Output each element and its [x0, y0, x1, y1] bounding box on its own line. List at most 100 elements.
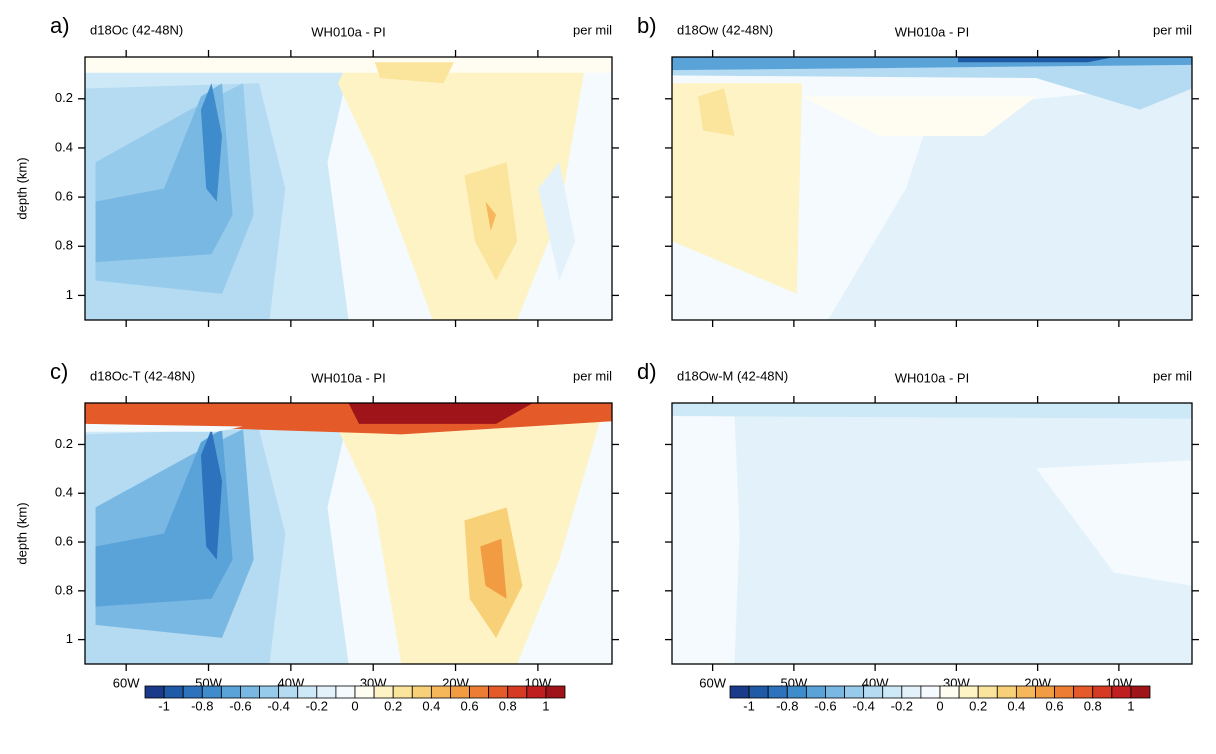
- colorbar-box: [545, 685, 566, 699]
- colorbar-tick-label: -0.4: [267, 698, 289, 713]
- contour-region: [672, 83, 802, 294]
- colorbar-box: [863, 685, 884, 699]
- colorbar-box: [240, 685, 260, 699]
- colorbar-box: [182, 685, 203, 699]
- panel-title-left: d18Ow (42-48N): [677, 22, 773, 37]
- y-tick-label: 0.4: [55, 485, 73, 500]
- contour-region: [200, 429, 223, 560]
- colorbar-box: [1130, 685, 1151, 699]
- panel-frame: [84, 402, 613, 665]
- colorbar: -1 -0.8 -0.6 -0.4 -0.2 0 0.2 0.4 0.6 0.8 1: [144, 685, 566, 713]
- colorbar-box: [825, 685, 845, 699]
- panel: 0.2 0.4 0.6 0.8 1 depth (km) a) d18Oc (42-48N) W…: [14, 13, 619, 327]
- panel-frame: [671, 56, 1193, 321]
- contour-region: [348, 403, 533, 424]
- y-tick-label: 0.8: [55, 582, 73, 597]
- colorbar-box: [1092, 685, 1113, 699]
- colorbar-tick-label: 0: [351, 698, 358, 713]
- colorbar-box: [748, 685, 769, 699]
- colorbar-box: [297, 685, 318, 699]
- colorbar-box: [259, 685, 280, 699]
- contour-region: [337, 62, 586, 320]
- colorbar-tick-label: 0: [936, 698, 943, 713]
- colorbar-tick-label: -0.8: [191, 698, 213, 713]
- colorbar-tick-label: 0.8: [499, 698, 517, 713]
- colorbar-tick-label: 0.6: [1046, 698, 1064, 713]
- colorbar-tick-label: 0.2: [384, 698, 402, 713]
- contour-region: [538, 162, 576, 281]
- x-tick-label: 60W: [113, 675, 140, 690]
- panel-label: b): [637, 13, 657, 38]
- colorbar-box: [939, 685, 960, 699]
- y-tick-label: 0.6: [55, 533, 73, 548]
- colorbar-tick-label: -0.6: [229, 698, 251, 713]
- colorbar-box: [901, 685, 922, 699]
- panel-title-left: d18Oc (42-48N): [90, 22, 183, 37]
- colorbar-box: [786, 685, 807, 699]
- colorbar-box: [335, 685, 356, 699]
- colorbar-box: [507, 685, 528, 699]
- colorbar-box: [805, 685, 826, 699]
- colorbar-box: [729, 685, 750, 699]
- colorbar-tick-label: 0.2: [969, 698, 987, 713]
- colorbar-tick-label: -1: [743, 698, 755, 713]
- panel-title-right: per mil: [573, 22, 612, 37]
- colorbar-box: [767, 685, 788, 699]
- contour-region: [374, 62, 454, 84]
- panel-title-right: per mil: [1153, 22, 1192, 37]
- y-axis-label: depth (km): [14, 502, 29, 564]
- colorbar-tick-label: -0.6: [814, 698, 836, 713]
- colorbar-box: [163, 685, 184, 699]
- colorbar-box: [488, 685, 509, 699]
- y-tick-label: 0.6: [55, 189, 73, 204]
- colorbar-box: [1073, 685, 1094, 699]
- colorbar-tick-label: -1: [158, 698, 170, 713]
- colorbar-box: [882, 685, 903, 699]
- y-tick-label: 1: [66, 287, 73, 302]
- contour-region: [480, 538, 507, 599]
- colorbar-tick-label: 0.8: [1084, 698, 1102, 713]
- panel-title-center: WH010a - PI: [311, 24, 385, 39]
- colorbar-box: [144, 685, 165, 699]
- contour-region: [802, 96, 1036, 136]
- contour-region: [85, 423, 244, 432]
- contour-region: [828, 83, 1192, 320]
- colorbar-box: [469, 685, 490, 699]
- panel-title-left: d18Ow-M (42-48N): [677, 368, 788, 383]
- colorbar-tick-label: -0.8: [776, 698, 798, 713]
- panel-title-left: d18Oc-T (42-48N): [90, 368, 195, 383]
- y-axis-label: depth (km): [14, 157, 29, 219]
- contour-region: [1036, 460, 1192, 586]
- panel-title-center: WH010a - PI: [895, 370, 969, 385]
- colorbar-box: [1054, 685, 1075, 699]
- colorbar-tick-label: 1: [1127, 698, 1134, 713]
- contour-region: [95, 83, 233, 263]
- colorbar-tick-label: 0.6: [461, 698, 479, 713]
- y-tick-label: 0.8: [55, 238, 73, 253]
- colorbar-box: [996, 685, 1017, 699]
- panel-frame: [671, 402, 1193, 665]
- panel-title-center: WH010a - PI: [311, 370, 385, 385]
- colorbar-box: [958, 685, 979, 699]
- contour-region: [200, 83, 223, 202]
- contour-region: [85, 57, 612, 73]
- colorbar-tick-label: -0.2: [306, 698, 328, 713]
- y-tick-label: 0.2: [55, 90, 73, 105]
- colorbar-tick-label: 0.4: [1007, 698, 1025, 713]
- panel-label: c): [50, 359, 68, 384]
- panel-frame: [84, 56, 613, 321]
- colorbar-box: [450, 685, 470, 699]
- contour-region: [672, 57, 1192, 110]
- colorbar-box: [220, 685, 241, 699]
- contour-region: [672, 403, 1192, 419]
- colorbar-box: [977, 685, 998, 699]
- colorbar-box: [844, 685, 865, 699]
- panel-label: a): [50, 13, 70, 38]
- panel: b) d18Ow (42-48N) WH010a - PI per mil: [637, 13, 1199, 327]
- colorbar-box: [430, 685, 451, 699]
- colorbar-tick-label: 1: [542, 698, 549, 713]
- colorbar-tick-label: 0.4: [422, 698, 440, 713]
- colorbar-box: [920, 685, 941, 699]
